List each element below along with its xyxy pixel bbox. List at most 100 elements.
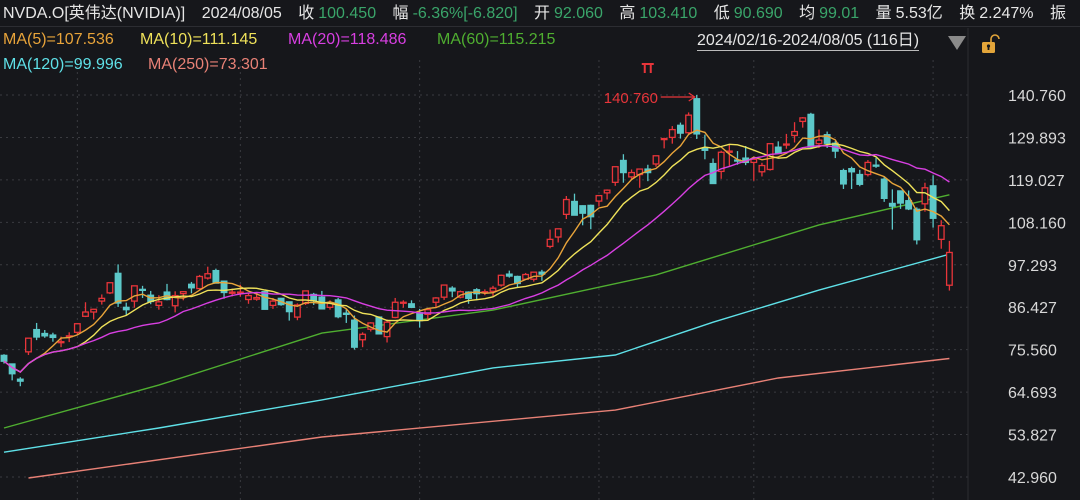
y-tick-label: 53.827: [1008, 428, 1057, 445]
candle: [212, 268, 220, 284]
candle: [440, 284, 448, 300]
candle-body: [0, 354, 8, 362]
quote-date: 2024/08/05: [201, 5, 282, 22]
candle-body: [864, 161, 872, 176]
candle-body: [595, 194, 603, 202]
ma10-legend: MA(10)=111.145: [140, 31, 258, 48]
close-label: 收: [298, 5, 315, 22]
candle: [106, 282, 114, 295]
open-label: 开: [533, 5, 550, 22]
candle: [668, 126, 676, 144]
candle: [187, 281, 195, 294]
candle-body: [33, 328, 41, 338]
candle-body: [856, 173, 864, 185]
candlestick-chart[interactable]: 140.760 129.893 119.027 108.160 97.293 86.427…: [0, 28, 1080, 500]
candle-body: [677, 124, 684, 134]
ma60-line: [3, 194, 950, 429]
candle: [114, 264, 122, 307]
candle: [424, 309, 432, 320]
candle: [171, 291, 179, 313]
candle-body: [399, 301, 407, 304]
candle: [350, 315, 358, 350]
candle-body: [302, 290, 309, 305]
candle: [293, 303, 301, 321]
y-tick-label: 129.893: [1008, 130, 1066, 147]
candle: [16, 377, 24, 387]
candle-body: [212, 269, 220, 284]
candle: [155, 295, 163, 310]
candle-body: [628, 171, 635, 178]
candle-body: [49, 334, 57, 339]
candle: [685, 112, 693, 135]
candle-body: [579, 205, 587, 214]
candle: [693, 95, 701, 139]
candle: [848, 166, 856, 189]
date-range-selector[interactable]: 2024/02/16-2024/08/05 (116日): [697, 32, 920, 51]
ma5-line: [3, 129, 950, 373]
candle: [391, 297, 399, 319]
candle: [937, 220, 945, 249]
candle: [554, 228, 562, 243]
candle: [408, 300, 415, 309]
candle-body: [815, 139, 823, 145]
turnover-value: 2.247%: [979, 5, 1034, 22]
candle-body: [82, 311, 89, 317]
turnover-label: 换: [959, 5, 976, 22]
candle: [245, 292, 252, 304]
candle: [603, 189, 611, 200]
candle-body: [758, 164, 766, 173]
triangle-down-icon[interactable]: [948, 36, 966, 50]
candle: [302, 290, 309, 305]
candle-body: [717, 151, 725, 173]
candle-body: [685, 114, 693, 134]
ma10-line: [3, 143, 950, 373]
candle: [571, 193, 578, 216]
change-value: -6.36%[-6.820]: [412, 5, 518, 22]
candle-body: [807, 113, 815, 148]
candle-body: [236, 291, 244, 294]
high-flag-icon: [641, 63, 654, 73]
candle-body: [228, 291, 236, 294]
candle-body: [261, 291, 269, 310]
avg-label: 均: [799, 5, 816, 22]
unlocked-padlock-icon[interactable]: [979, 34, 1001, 54]
candle: [913, 207, 921, 245]
y-tick-label: 75.560: [1008, 343, 1057, 360]
candle: [196, 274, 204, 290]
candle-body: [668, 128, 676, 139]
avg-value: 99.01: [819, 5, 860, 22]
candle-body: [171, 294, 179, 307]
ma20-line: [3, 144, 950, 373]
candle-body: [204, 273, 212, 279]
candle-body: [196, 275, 204, 290]
candle-body: [465, 291, 472, 299]
candle-body: [440, 284, 448, 298]
candle: [929, 175, 937, 228]
candle: [872, 157, 880, 168]
candle-body: [489, 287, 497, 292]
amplitude-label: 振: [1049, 5, 1066, 22]
candle: [24, 337, 32, 355]
candle: [856, 169, 864, 187]
candle: [432, 297, 440, 308]
candle: [204, 266, 212, 280]
max-price-label: 140.760: [604, 90, 658, 107]
candle: [660, 137, 668, 149]
candle-body: [245, 294, 252, 301]
candle-body: [619, 159, 627, 174]
candle: [399, 300, 407, 308]
candle-body: [432, 297, 440, 303]
candle-body: [701, 147, 709, 151]
candle-body: [929, 185, 937, 219]
candle-body: [611, 166, 619, 183]
candle-body: [693, 98, 701, 135]
quote-header: NVDA.O[英伟达(NVIDIA)] 2024/08/05 收 100.450 …: [0, 0, 1080, 27]
candle: [888, 189, 896, 230]
candle: [285, 301, 293, 321]
candle: [49, 332, 57, 342]
candle-body: [155, 301, 163, 307]
candle: [897, 190, 904, 209]
candle-body: [408, 303, 415, 308]
candle: [758, 162, 766, 177]
symbol-name: NVDA.O[英伟达(NVIDIA)]: [3, 5, 186, 22]
